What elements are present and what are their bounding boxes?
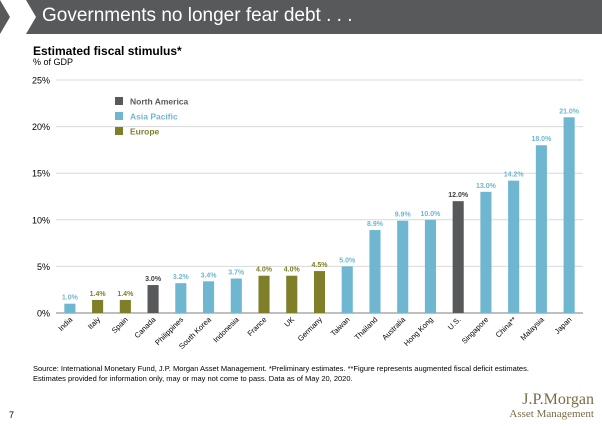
bar (452, 201, 464, 313)
logo-wordmark: J.P.Morgan (522, 391, 594, 408)
bar (480, 191, 492, 313)
bar (230, 278, 242, 313)
legend-entry: Asia Pacific (130, 112, 178, 122)
y-tick-label: 5% (37, 262, 50, 272)
x-tick-label: France (246, 315, 269, 338)
y-tick-label: 25% (32, 76, 50, 86)
data-label: 13.0% (476, 183, 497, 190)
bar (119, 299, 131, 313)
x-tick-label: Singapore (460, 315, 491, 346)
bar (508, 180, 520, 313)
data-label: 1.0% (62, 295, 79, 302)
footnote: Source: International Monetary Fund, J.P… (33, 364, 593, 384)
bar (175, 283, 187, 313)
bar (147, 285, 159, 313)
bar (64, 303, 76, 313)
footnote-disclaimer: Estimates provided for information only,… (33, 374, 353, 383)
y-tick-label: 15% (32, 169, 50, 179)
x-tick-label: U.S. (446, 315, 463, 332)
data-label: 21.0% (559, 108, 580, 115)
bar (424, 219, 436, 313)
bar (313, 271, 326, 313)
bar (563, 117, 575, 313)
data-label: 9.9% (395, 212, 412, 219)
x-tick-label: Germany (296, 315, 324, 343)
data-label: 5.0% (339, 257, 356, 264)
x-tick-label: Spain (110, 315, 130, 335)
x-tick-label: Taiwan (329, 315, 352, 338)
page-number: 7 (9, 410, 15, 420)
data-label: 3.7% (228, 270, 245, 277)
bar (286, 275, 298, 313)
y-tick-label: 20% (32, 122, 50, 132)
x-tick-label: Malaysia (519, 314, 547, 342)
data-label: 3.4% (201, 272, 218, 279)
footnote-source: Source: International Monetary Fund, J.P… (33, 364, 529, 373)
x-tick-label: India (56, 314, 74, 332)
bar (258, 275, 270, 313)
x-tick-label: Thailand (353, 315, 380, 342)
legend-entry: Europe (130, 127, 160, 137)
x-tick-label: China** (494, 315, 518, 339)
bar (341, 266, 353, 313)
data-label: 3.0% (145, 276, 162, 283)
bar (397, 220, 409, 313)
logo-subtitle: Asset Management (509, 408, 594, 420)
y-tick-label: 10% (32, 215, 50, 225)
data-label: 18.0% (531, 136, 552, 143)
y-tick-label: 0% (37, 309, 50, 319)
data-label: 4.0% (256, 267, 273, 274)
x-tick-label: Japan (553, 315, 574, 336)
data-label: 8.9% (367, 221, 384, 228)
chart-subtitle: % of GDP (33, 57, 74, 67)
jpmorgan-logo: J.P.Morgan Asset Management (490, 392, 594, 422)
data-label: 14.2% (504, 172, 525, 179)
x-tick-label: Italy (86, 315, 102, 331)
chart-title: Estimated fiscal stimulus* (33, 44, 182, 58)
data-label: 4.5% (312, 262, 329, 269)
x-tick-label: UK (282, 315, 296, 329)
data-label: 12.0% (448, 192, 469, 199)
data-label: 10.0% (421, 211, 442, 218)
x-tick-label: Hong Kong (402, 315, 435, 348)
legend-swatch (115, 127, 123, 135)
x-tick-label: Canada (133, 314, 159, 340)
header-banner: Governments no longer fear debt . . . (0, 0, 602, 34)
data-label: 1.4% (90, 291, 107, 298)
bar (535, 145, 547, 313)
x-tick-label: Australia (380, 314, 408, 342)
legend-swatch (115, 112, 123, 120)
x-tick-label: Indonesia (211, 314, 241, 344)
bar-chart: 0% 5% 10% 15% 20% 25% 1.0% India 1.4% Italy 1.4% Sp… (32, 76, 583, 351)
bar (369, 230, 381, 313)
bar (203, 281, 215, 313)
legend-swatch (115, 97, 123, 105)
legend-entry: North America (130, 97, 189, 107)
data-label: 3.2% (173, 274, 190, 281)
page-title: Governments no longer fear debt . . . (42, 5, 353, 26)
data-label: 1.4% (117, 291, 134, 298)
data-label: 4.0% (284, 267, 301, 274)
bar (92, 299, 104, 313)
chevron-right-icon (0, 0, 36, 34)
